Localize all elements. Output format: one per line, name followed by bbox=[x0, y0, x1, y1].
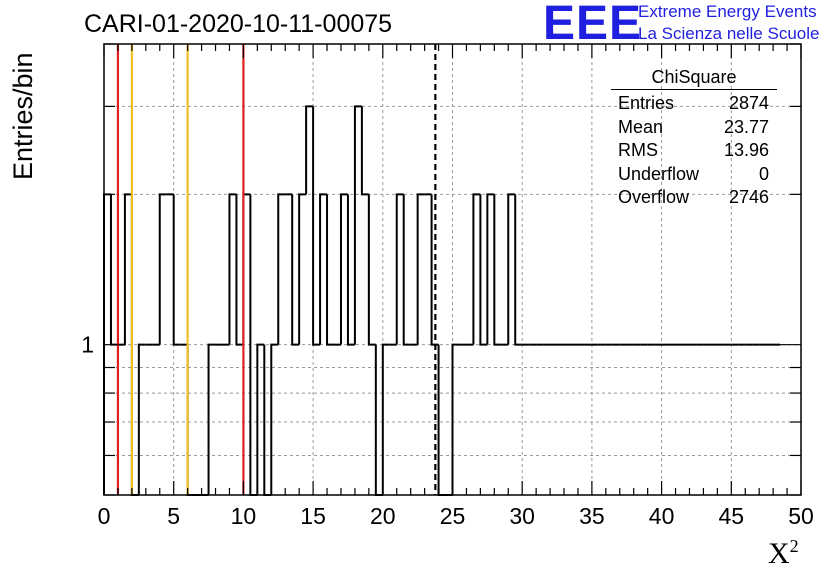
axes bbox=[103, 43, 802, 496]
x-tick-label: 15 bbox=[300, 503, 326, 529]
histogram-bin bbox=[479, 194, 488, 346]
histogram-bin bbox=[395, 193, 404, 345]
histogram-bin bbox=[451, 343, 460, 495]
histogram-bin bbox=[367, 194, 376, 346]
logo-line-2: La Scienza nelle Scuole bbox=[638, 24, 820, 43]
x-tick-label: 5 bbox=[167, 503, 180, 529]
histogram-bin bbox=[123, 193, 132, 345]
histogram-bin bbox=[256, 343, 265, 495]
x-tick-label: 0 bbox=[98, 503, 111, 529]
x-tick-label: 25 bbox=[440, 503, 466, 529]
stats-row-underflow: Underflow 0 bbox=[611, 163, 777, 187]
stats-label: Underflow bbox=[618, 163, 700, 184]
x-axis-label-text: X bbox=[768, 537, 790, 570]
stats-label: Entries bbox=[618, 93, 675, 113]
eee-logo: EEE bbox=[543, 0, 643, 50]
histogram-bin bbox=[493, 194, 502, 346]
x-tick-label: 10 bbox=[231, 503, 257, 529]
x-tick-label: 20 bbox=[370, 503, 396, 529]
x-tick-label: 50 bbox=[788, 503, 814, 529]
stats-row-overflow: Overflow 2746 bbox=[611, 186, 777, 210]
histogram-bin bbox=[416, 193, 425, 345]
x-axis-label: X2 bbox=[768, 536, 799, 571]
histogram-bin bbox=[137, 343, 146, 495]
stats-row-entries: Entries 2874 bbox=[611, 92, 777, 116]
histogram-bin bbox=[298, 193, 307, 345]
histogram-bin bbox=[291, 194, 300, 346]
stats-row-mean: Mean 23.77 bbox=[611, 116, 777, 140]
stats-label: RMS bbox=[618, 140, 658, 160]
stats-value: 2746 bbox=[728, 187, 769, 207]
histogram-bin bbox=[228, 193, 237, 345]
x-tick-label: 45 bbox=[719, 503, 745, 529]
stats-value: 13.96 bbox=[723, 140, 769, 160]
histogram-bin bbox=[472, 193, 481, 345]
histogram-bin bbox=[402, 194, 411, 346]
histogram-bin bbox=[158, 193, 167, 345]
x-tick-label: 40 bbox=[649, 503, 675, 529]
y-tick-label: 1 bbox=[81, 332, 94, 358]
y-axis-label: Entries/bin bbox=[8, 52, 38, 180]
x-tick-label: 30 bbox=[509, 503, 535, 529]
histogram-bin bbox=[326, 194, 335, 346]
x-axis-label-sup: 2 bbox=[789, 536, 799, 556]
histogram-bin bbox=[235, 194, 244, 346]
logo-line-1: Extreme Energy Events bbox=[638, 2, 817, 21]
marker-lines bbox=[116, 44, 437, 495]
x-tick-label: 35 bbox=[579, 503, 605, 529]
histogram-bin bbox=[277, 193, 286, 345]
stats-value: 0 bbox=[758, 163, 769, 184]
histogram-bin bbox=[486, 193, 495, 345]
stats-box: ChiSquare Entries 2874 Mean 23.77 RMS 13… bbox=[611, 66, 777, 210]
histogram-bin bbox=[172, 194, 181, 346]
histogram-bin bbox=[305, 105, 314, 195]
histogram-bin bbox=[360, 106, 369, 196]
tick-labels: 0 5 10 15 20 25 30 35 40 45 50 1 bbox=[81, 332, 814, 529]
histogram-bin bbox=[270, 343, 279, 495]
stats-value: 2874 bbox=[728, 93, 769, 113]
stats-title: ChiSquare bbox=[611, 66, 777, 90]
stats-row-rms: RMS 13.96 bbox=[611, 139, 777, 163]
chart-title: CARI-01-2020-10-11-00075 bbox=[84, 10, 393, 38]
stats-value: 23.77 bbox=[723, 116, 769, 137]
histogram-bin bbox=[207, 343, 216, 495]
stats-label: Mean bbox=[618, 116, 664, 137]
stats-label: Overflow bbox=[618, 187, 690, 207]
histogram-bin bbox=[319, 193, 328, 345]
histogram-bin bbox=[514, 194, 523, 346]
histogram-bin bbox=[381, 343, 390, 495]
histogram-bin bbox=[339, 193, 348, 345]
histogram-bin bbox=[312, 106, 321, 346]
histogram-bin bbox=[346, 194, 355, 346]
histogram-bin bbox=[353, 105, 362, 345]
histogram-bin bbox=[507, 193, 516, 345]
